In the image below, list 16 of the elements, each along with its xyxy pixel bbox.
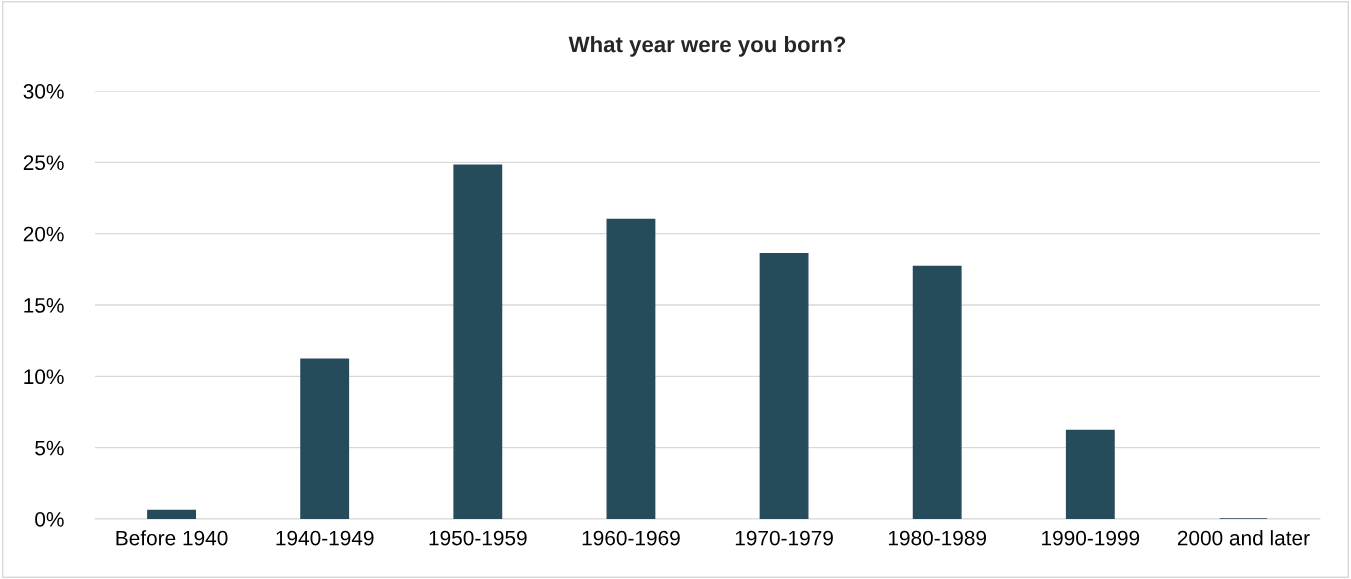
y-tick-label: 20% xyxy=(23,226,64,242)
x-tick-label: 1960-1969 xyxy=(582,530,680,546)
y-tick-label: 30% xyxy=(23,84,64,99)
x-tick-label: 1980-1989 xyxy=(888,530,987,546)
x-tick-label: 2000 and later xyxy=(1177,530,1310,546)
x-tick-label: 1940-1949 xyxy=(276,530,374,546)
x-tick-label: Before 1940 xyxy=(116,530,228,546)
chart-title: What year were you born? xyxy=(568,36,846,57)
y-tick-label: 25% xyxy=(23,155,64,171)
y-tick-label: 10% xyxy=(24,369,64,385)
y-tick-label: 5% xyxy=(35,440,64,456)
y-tick-label: 15% xyxy=(24,298,64,313)
x-tick-label: 1990-1999 xyxy=(1042,530,1140,546)
x-tick-label: 1950-1959 xyxy=(429,530,527,546)
x-tick-label: 1970-1979 xyxy=(735,530,833,546)
y-tick-label: 0% xyxy=(35,512,64,527)
